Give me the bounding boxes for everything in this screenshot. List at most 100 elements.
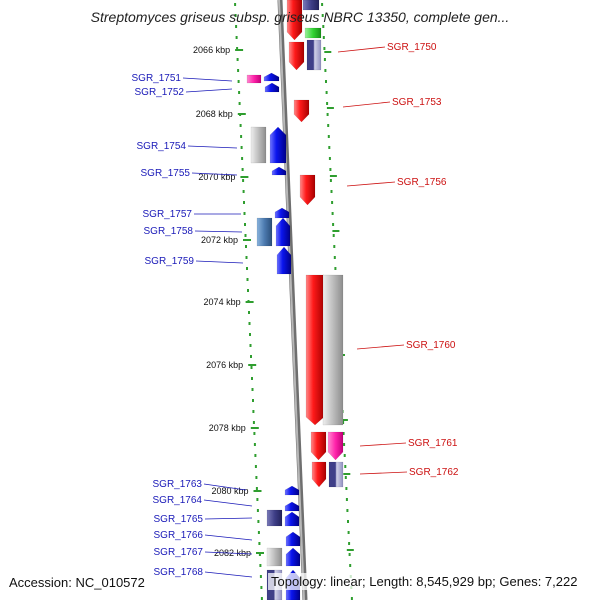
strand-dot xyxy=(344,465,347,468)
strand-dot xyxy=(322,36,325,39)
gene-feature-sgr-1750[interactable] xyxy=(288,41,305,71)
strand-dot xyxy=(345,487,348,490)
strand-dot xyxy=(329,168,332,171)
gene-feature-green[interactable] xyxy=(304,27,322,39)
gene-feature-sgr-1759[interactable] xyxy=(276,246,292,275)
gene-label-left[interactable]: SGR_1759 xyxy=(145,256,195,267)
scale-tick-mark xyxy=(235,49,244,51)
gene-feature-sgr-1758a[interactable] xyxy=(256,217,273,247)
strand-dot xyxy=(327,135,330,138)
gene-label-left[interactable]: SGR_1751 xyxy=(132,73,182,84)
gene-feature-sgr-1758b[interactable] xyxy=(275,217,291,247)
strand-dot xyxy=(249,333,251,336)
strand-dot xyxy=(244,234,247,237)
strand-dot xyxy=(342,421,345,424)
gene-feature-sgr-1754b[interactable] xyxy=(269,126,287,164)
strand-dot xyxy=(255,476,258,479)
strand-dot xyxy=(348,542,351,545)
strand-dot xyxy=(323,58,326,61)
gene-label-left[interactable]: SGR_1766 xyxy=(154,530,204,541)
scale-tick-mark-right xyxy=(329,175,337,177)
strand-dot xyxy=(242,179,245,182)
strand-dot xyxy=(243,212,246,215)
strand-dot xyxy=(323,47,326,50)
gene-label-right[interactable]: SGR_1750 xyxy=(387,42,437,53)
gene-label-right[interactable]: SGR_1760 xyxy=(406,340,456,351)
callout-line-left xyxy=(204,571,253,578)
gene-feature-sgr-1764[interactable] xyxy=(284,501,300,512)
gene-label-left[interactable]: SGR_1758 xyxy=(144,226,194,237)
strand-dot xyxy=(343,454,346,457)
gene-feature-sgr-1750b[interactable] xyxy=(306,39,322,71)
gene-label-left[interactable]: SGR_1757 xyxy=(143,209,193,220)
strand-dot xyxy=(342,432,345,435)
callout-line-right xyxy=(346,181,396,187)
scale-tick-mark xyxy=(237,113,246,115)
gene-feature-sgr-1762b[interactable] xyxy=(328,461,344,488)
gene-label-left[interactable]: SGR_1764 xyxy=(153,495,203,506)
scale-tick-mark-right xyxy=(340,419,348,421)
gene-feature-sgr-1761b[interactable] xyxy=(327,431,344,461)
gene-features[interactable] xyxy=(246,0,344,601)
gene-feature-sgr-1767b[interactable] xyxy=(266,547,283,567)
gene-feature-sgr-1757[interactable] xyxy=(274,207,290,219)
gene-feature-sgr-1766[interactable] xyxy=(285,531,301,547)
gene-label-right[interactable]: SGR_1762 xyxy=(409,467,459,478)
topology-text: Topology: linear; Length: 8,545,929 bp; … xyxy=(268,573,581,590)
strand-dot xyxy=(349,564,352,567)
gene-label-left[interactable]: SGR_1754 xyxy=(137,141,187,152)
scale-tick-label: 2070 kbp xyxy=(198,172,235,182)
gene-feature-sgr-1763[interactable] xyxy=(284,485,300,496)
strand-dot xyxy=(240,135,243,138)
callout-line-left xyxy=(182,77,233,82)
gene-feature-sgr-1761a[interactable] xyxy=(310,431,327,461)
gene-label-right[interactable]: SGR_1761 xyxy=(408,438,458,449)
strand-dot xyxy=(256,509,259,512)
gene-label-right[interactable]: SGR_1756 xyxy=(397,177,447,188)
gene-feature-sgr-1760b[interactable] xyxy=(322,274,344,426)
strand-dot xyxy=(331,212,334,215)
gene-feature-sgr-1756[interactable] xyxy=(299,174,316,206)
strand-dot xyxy=(259,575,262,578)
gene-feature-sgr-1765a[interactable] xyxy=(266,509,283,527)
strand-dot xyxy=(325,91,328,94)
strand-dot xyxy=(250,355,252,358)
gene-feature-sgr-1762a[interactable] xyxy=(311,461,327,488)
gene-label-left[interactable]: SGR_1768 xyxy=(154,567,204,578)
gene-label-right[interactable]: SGR_1753 xyxy=(392,97,442,108)
scale-tick-mark-right xyxy=(346,549,354,551)
strand-dot xyxy=(248,322,251,325)
gene-feature-sgr-1767[interactable] xyxy=(285,547,301,567)
gene-feature-sgr-1765b[interactable] xyxy=(284,511,300,527)
gene-callout-lines xyxy=(182,46,408,578)
strand-dot xyxy=(253,432,256,435)
gene-feature-sgr-1753[interactable] xyxy=(293,99,310,123)
callout-line-left xyxy=(191,172,238,176)
gene-feature-sgr-1755[interactable] xyxy=(271,166,287,176)
gene-feature-sgr-1760a[interactable] xyxy=(305,274,325,426)
strand-dot xyxy=(245,256,248,259)
gene-feature-sgr-1754a[interactable] xyxy=(250,126,267,164)
scale-tick-mark xyxy=(253,490,262,492)
gene-label-left[interactable]: SGR_1765 xyxy=(154,514,204,525)
strand-dot xyxy=(346,509,349,512)
strand-dot xyxy=(332,223,335,226)
scale-tick-mark xyxy=(248,364,257,366)
strand-dot xyxy=(252,399,254,402)
gene-feature-sgr-1752[interactable] xyxy=(264,82,280,93)
strand-dot xyxy=(258,553,261,556)
strand-dot xyxy=(327,124,330,127)
gene-label-left[interactable]: SGR_1752 xyxy=(135,87,185,98)
gene-feature-navy[interactable] xyxy=(302,0,320,11)
strand-dot xyxy=(322,25,325,28)
gene-feature-sgr-1751b[interactable] xyxy=(263,72,280,82)
gene-feature-red[interactable] xyxy=(286,0,303,41)
callout-line-left xyxy=(203,483,247,491)
strand-dot xyxy=(321,3,324,6)
gene-label-left[interactable]: SGR_1755 xyxy=(141,168,191,179)
gene-feature-sgr-1751[interactable] xyxy=(246,74,262,84)
gene-label-left[interactable]: SGR_1767 xyxy=(154,547,204,558)
gene-label-left[interactable]: SGR_1763 xyxy=(153,479,203,490)
